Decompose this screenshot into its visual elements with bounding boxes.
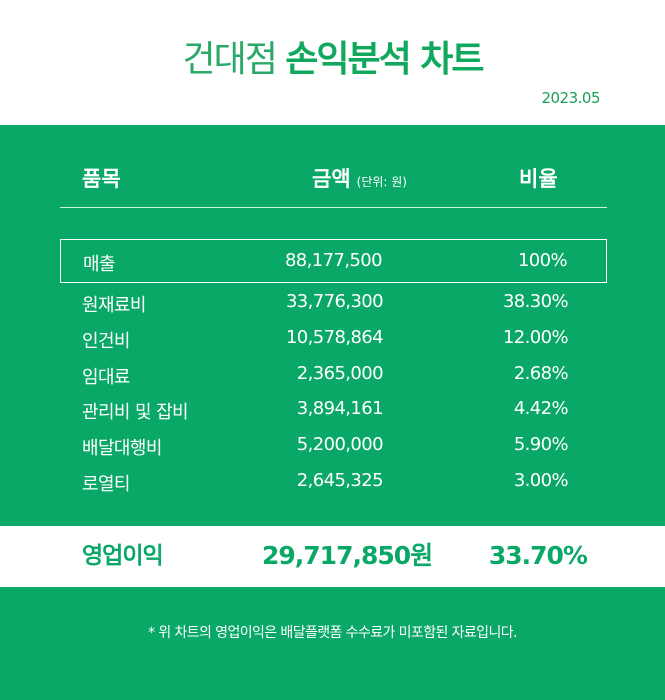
row-item: 배달대행비 <box>82 438 162 459</box>
row-item: 매출 <box>83 254 116 275</box>
row-ratio: 5.90% <box>513 434 569 455</box>
table-row: 로열티 2,645,325 3.00% <box>60 460 607 504</box>
column-header-amount: 금액 (단위: 원) <box>312 165 407 196</box>
row-amount: 2,645,325 <box>296 470 384 491</box>
table-row: 인건비 10,578,864 12.00% <box>60 317 607 361</box>
row-amount: 3,894,161 <box>296 398 384 419</box>
row-amount: 33,776,300 <box>285 291 384 312</box>
row-item: 임대료 <box>82 367 130 388</box>
column-header-amount-unit: (단위: 원) <box>356 175 407 189</box>
row-item: 관리비 및 잡비 <box>82 402 189 423</box>
operating-profit-ratio: 33.70% <box>488 541 588 570</box>
table-row: 관리비 및 잡비 3,894,161 4.42% <box>60 388 607 432</box>
row-amount: 2,365,000 <box>296 363 384 384</box>
table-row-revenue: 매출 88,177,500 100% <box>60 239 607 283</box>
operating-profit-bar: 영업이익 29,717,850원 33.70% <box>0 526 665 587</box>
row-item: 로열티 <box>82 474 130 495</box>
column-header-ratio: 비율 <box>519 167 558 191</box>
page-title: 건대점 손익분석 차트 <box>0 38 665 82</box>
row-amount: 10,578,864 <box>285 327 384 348</box>
column-header-amount-label: 금액 <box>312 167 351 191</box>
table-row: 원재료비 33,776,300 38.30% <box>60 281 607 325</box>
row-amount: 5,200,000 <box>296 434 384 455</box>
operating-profit-label: 영업이익 <box>82 543 164 569</box>
column-header-item: 품목 <box>82 167 121 191</box>
report-date: 2023.05 <box>541 89 600 107</box>
row-ratio: 4.42% <box>513 398 569 419</box>
table-row: 배달대행비 5,200,000 5.90% <box>60 424 607 468</box>
row-ratio: 38.30% <box>502 291 569 312</box>
pl-table-panel: 품목 금액 (단위: 원) 비율 매출 88,177,500 100% 원재료비 … <box>0 125 665 700</box>
row-ratio: 2.68% <box>513 363 569 384</box>
row-item: 원재료비 <box>82 295 146 316</box>
header-divider <box>60 207 607 208</box>
title-store: 건대점 <box>182 39 277 80</box>
row-ratio: 12.00% <box>502 327 569 348</box>
operating-profit-amount: 29,717,850원 <box>262 541 433 570</box>
row-amount: 88,177,500 <box>284 250 383 271</box>
row-ratio: 3.00% <box>513 470 569 491</box>
table-row: 임대료 2,365,000 2.68% <box>60 353 607 397</box>
row-ratio: 100% <box>517 250 568 271</box>
footnote: * 위 차트의 영업이익은 배달플랫폼 수수료가 미포함된 자료입니다. <box>148 625 517 641</box>
row-item: 인건비 <box>82 331 130 352</box>
header: 건대점 손익분석 차트 2023.05 <box>0 0 665 125</box>
title-main: 손익분석 차트 <box>285 39 484 80</box>
